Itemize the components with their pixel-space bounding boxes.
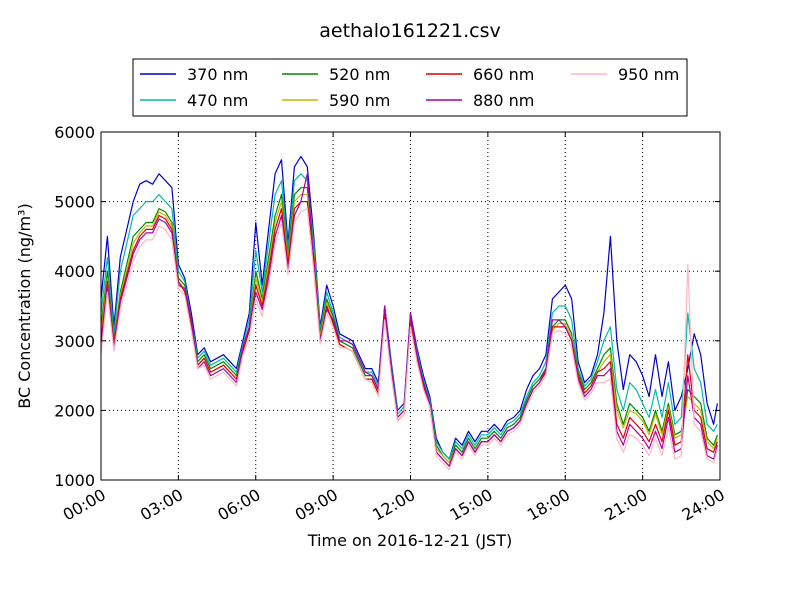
legend-label-6: 950 nm (618, 65, 679, 84)
x-tick-label: 03:00 (137, 485, 186, 525)
series-line-1 (101, 173, 718, 460)
legend-label-4: 660 nm (473, 65, 534, 84)
x-axis: 00:00 03:00 06:00 09:00 12:00 15:00 18:00 21:00… (60, 132, 728, 525)
y-tick-label: 6000 (54, 123, 95, 142)
x-tick-label: 06:00 (214, 485, 263, 525)
x-tick-label: 21:00 (601, 485, 650, 525)
series-line-5 (101, 173, 718, 467)
legend-box (132, 58, 688, 117)
y-tick-label: 2000 (54, 401, 95, 420)
x-axis-title: Time on 2016-12-21 (JST) (307, 531, 512, 550)
legend-label-1: 470 nm (187, 91, 248, 110)
y-tick-label: 1000 (54, 471, 95, 490)
x-tick-label: 12:00 (369, 485, 418, 525)
x-tick-label: 18:00 (524, 485, 573, 525)
y-axis: 1000 2000 3000 4000 5000 6000 (54, 123, 720, 490)
legend-label-2: 520 nm (329, 65, 390, 84)
grid-lines (101, 132, 720, 480)
y-tick-label: 4000 (54, 262, 95, 281)
y-tick-label: 3000 (54, 332, 95, 351)
y-axis-title: BC Concentration (ng/m³) (15, 203, 34, 408)
x-tick-label: 00:00 (60, 485, 109, 525)
x-tick-label: 09:00 (292, 485, 341, 525)
legend-label-3: 590 nm (329, 91, 390, 110)
legend: 370 nm 470 nm 520 nm 590 nm 660 nm 880 nm 950 … (132, 58, 688, 117)
x-tick-label: 24:00 (679, 485, 728, 525)
plot-series (101, 155, 718, 471)
legend-label-5: 880 nm (473, 91, 534, 110)
y-tick-label: 5000 (54, 193, 95, 212)
legend-label-0: 370 nm (187, 65, 248, 84)
series-line-6 (101, 208, 718, 471)
x-tick-label: 15:00 (446, 485, 495, 525)
chart-title: aethalo161221.csv (319, 20, 501, 42)
